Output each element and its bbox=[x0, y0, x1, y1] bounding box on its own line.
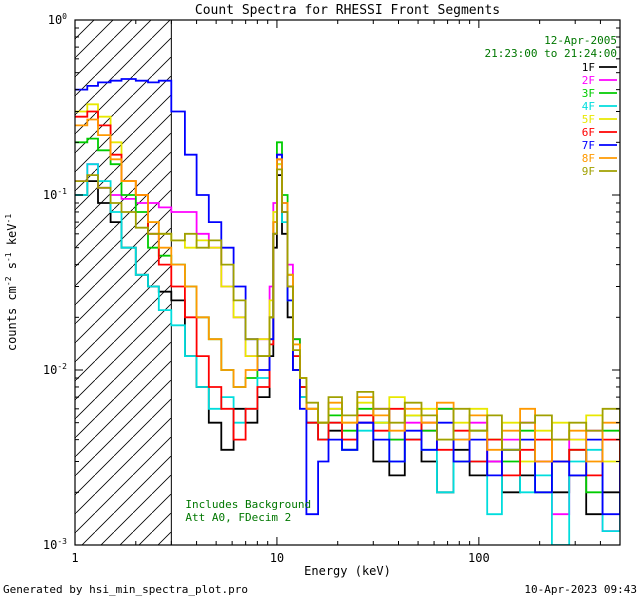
y-axis-label: counts cm-2 s-1 keV-1 bbox=[4, 214, 19, 351]
spectra-series-group bbox=[75, 78, 620, 545]
legend-label-1F: 1F bbox=[582, 61, 595, 74]
axis-tick-labels: 1 10 100 100 10-1 10-2 10-3 bbox=[43, 12, 490, 565]
x-axis-label: Energy (keV) bbox=[304, 564, 391, 578]
legend-label-3F: 3F bbox=[582, 87, 595, 100]
svg-text:100: 100 bbox=[48, 12, 67, 27]
chart-title: Count Spectra for RHESSI Front Segments bbox=[194, 3, 501, 18]
low-energy-hatched-region bbox=[75, 20, 172, 545]
legend-label-8F: 8F bbox=[582, 152, 595, 165]
legend-label-9F: 9F bbox=[582, 165, 595, 178]
svg-text:10-3: 10-3 bbox=[43, 537, 67, 552]
series-line-9F bbox=[75, 168, 620, 451]
svg-text:10-1: 10-1 bbox=[43, 187, 67, 202]
legend-label-4F: 4F bbox=[582, 100, 595, 113]
svg-text:10-2: 10-2 bbox=[43, 362, 67, 377]
legend-label-7F: 7F bbox=[582, 139, 595, 152]
legend-label-2F: 2F bbox=[582, 74, 595, 87]
legend-label-6F: 6F bbox=[582, 126, 595, 139]
generation-timestamp: 10-Apr-2023 09:43 bbox=[524, 583, 637, 596]
obs-date-label: 12-Apr-2005 bbox=[544, 34, 617, 47]
svg-text:10: 10 bbox=[270, 551, 284, 565]
svg-text:100: 100 bbox=[468, 551, 490, 565]
plot-frame bbox=[74, 19, 621, 546]
axis-ticks bbox=[74, 19, 620, 546]
legend-label-5F: 5F bbox=[582, 113, 595, 126]
generated-by-label: Generated by hsi_min_spectra_plot.pro bbox=[3, 583, 249, 596]
obs-time-range-label: 21:23:00 to 21:24:00 bbox=[485, 47, 617, 60]
note-includes-background: Includes Background bbox=[185, 498, 311, 511]
note-attenuator: Att A0, FDecim 2 bbox=[185, 511, 291, 524]
svg-text:1: 1 bbox=[71, 551, 78, 565]
